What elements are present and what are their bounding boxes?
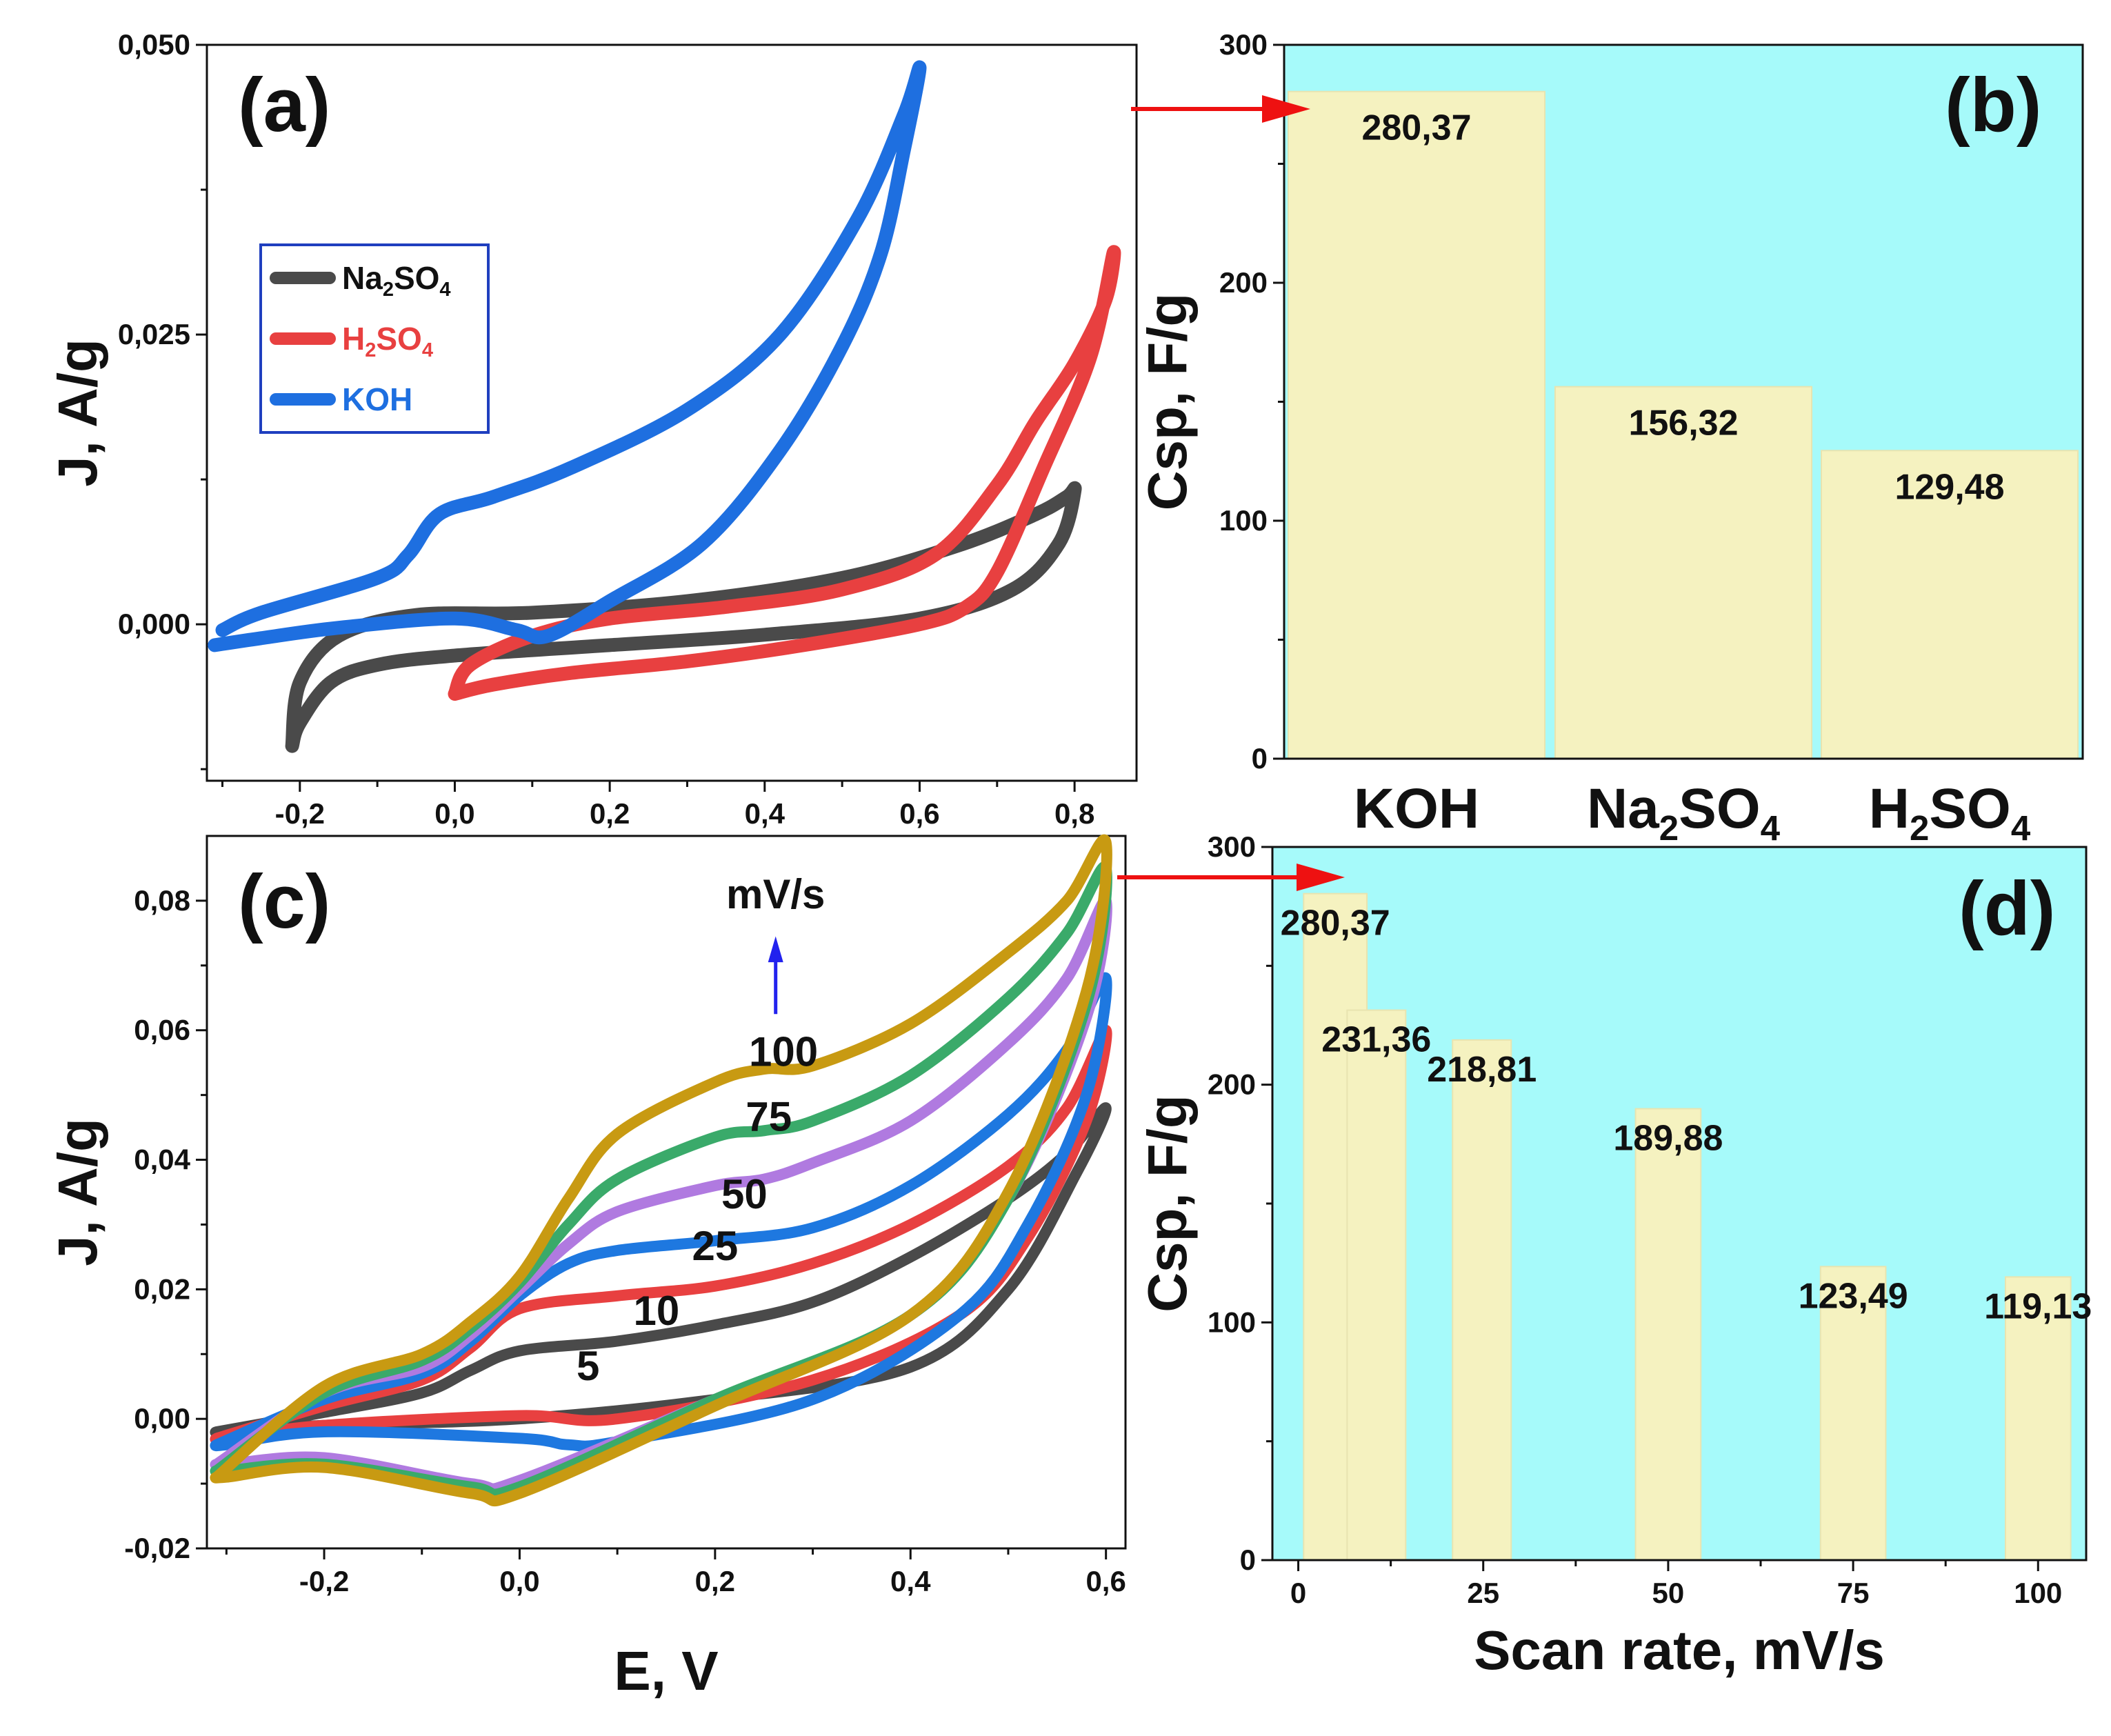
connector-arrow-head bbox=[1262, 95, 1310, 123]
y-axis-label: J, A/g bbox=[47, 339, 108, 487]
category-label: Na2SO4 bbox=[1587, 777, 1781, 848]
x-tick-label: -0,2 bbox=[299, 1565, 349, 1597]
y-tick-label: 0,08 bbox=[134, 884, 190, 917]
y-tick-label: 0,025 bbox=[118, 318, 190, 350]
bar-75-mvs bbox=[1819, 1266, 1887, 1561]
x-tick-label: 100 bbox=[2014, 1577, 2062, 1609]
y-tick-label: 0,050 bbox=[118, 28, 190, 61]
panel-label: (b) bbox=[1945, 63, 2041, 148]
bar-value-label: 123,49 bbox=[1799, 1276, 1908, 1316]
x-axis-label: E, V bbox=[614, 1640, 718, 1702]
panel-a-cv-electrolytes: -0,2 0,0 0,2 0,4 0,6 0,8 0,000 0,025 0,050 J, A/g… bbox=[47, 28, 1138, 830]
y-axis-label: Csp, F/g bbox=[1137, 293, 1198, 511]
curve-label-75: 75 bbox=[746, 1093, 792, 1139]
bar-value-label: 280,37 bbox=[1281, 904, 1390, 944]
x-tick-label: 0,0 bbox=[434, 797, 474, 830]
x-tick-label: 0,2 bbox=[695, 1565, 735, 1597]
y-tick-label: 0,00 bbox=[134, 1402, 190, 1435]
bar-value-label: 156,32 bbox=[1628, 403, 1738, 443]
bar-10-mvs bbox=[1346, 1009, 1407, 1561]
y-tick-label: 100 bbox=[1219, 504, 1268, 537]
bar-value-label: 189,88 bbox=[1613, 1119, 1723, 1159]
x-tick-label: 0,6 bbox=[1085, 1565, 1125, 1597]
curve-label-10: 10 bbox=[633, 1288, 679, 1334]
y-tick-label: 200 bbox=[1219, 266, 1268, 299]
series-line-h2so4 bbox=[448, 245, 1121, 701]
panel-b-csp-electrolytes: 280,37 KOH 156,32 Na2SO4 129,48 H2SO4 0 100 200 3… bbox=[1137, 28, 2084, 848]
up-arrow-head bbox=[768, 936, 783, 963]
y-tick-label: 0,04 bbox=[134, 1144, 190, 1176]
bar-1 bbox=[1554, 386, 1812, 759]
connector-arrow-head bbox=[1297, 864, 1345, 891]
x-tick-label: 50 bbox=[1652, 1577, 1685, 1609]
x-tick-label: 0 bbox=[1290, 1577, 1306, 1609]
panel-label: (c) bbox=[238, 859, 330, 944]
curve-label-5: 5 bbox=[577, 1343, 599, 1389]
series-line-100-mvs bbox=[210, 834, 1112, 1507]
bar-value-label: 119,13 bbox=[1984, 1286, 2092, 1326]
legend-label-h2so4: H2SO4 bbox=[342, 321, 433, 361]
bar-value-label: 218,81 bbox=[1427, 1050, 1537, 1090]
plot-frame bbox=[206, 835, 1127, 1550]
y-tick-label: 0 bbox=[1252, 742, 1268, 775]
bar-100-mvs bbox=[2004, 1276, 2072, 1561]
x-tick-label: 0,0 bbox=[499, 1565, 539, 1597]
x-axis-label: Scan rate, mV/s bbox=[1474, 1619, 1885, 1681]
x-tick-label: 0,8 bbox=[1054, 797, 1094, 830]
bar-2 bbox=[1821, 450, 2079, 759]
y-tick-label: 300 bbox=[1208, 830, 1256, 863]
x-tick-label: 75 bbox=[1837, 1577, 1870, 1609]
panel-label: (d) bbox=[1959, 866, 2055, 951]
panel-c-cv-scan-rates: -0,2 0,0 0,2 0,4 0,6 -0,02 0,00 0,02 0,04 0,06 0,0… bbox=[47, 834, 1127, 1702]
connector-arrows bbox=[1117, 95, 1345, 891]
category-label: KOH bbox=[1354, 777, 1479, 840]
bar-value-label: 280,37 bbox=[1361, 108, 1471, 148]
x-tick-label: 0,4 bbox=[745, 797, 786, 830]
curve-label-100: 100 bbox=[749, 1028, 818, 1075]
bar-50-mvs bbox=[1634, 1108, 1702, 1561]
x-tick-label: 0,2 bbox=[590, 797, 630, 830]
y-tick-label: 0,06 bbox=[134, 1014, 190, 1046]
y-tick-label: 100 bbox=[1208, 1306, 1256, 1338]
bar-25-mvs bbox=[1452, 1039, 1512, 1561]
bar-0 bbox=[1288, 90, 1545, 759]
y-tick-label: 0 bbox=[1240, 1544, 1256, 1576]
x-tick-label: 0,6 bbox=[899, 797, 939, 830]
legend-label-koh: KOH bbox=[342, 381, 412, 417]
curve-label-25: 25 bbox=[692, 1223, 738, 1269]
y-tick-label: 300 bbox=[1219, 28, 1268, 61]
y-axis-label: J, A/g bbox=[47, 1118, 108, 1266]
curve-label-50: 50 bbox=[721, 1171, 768, 1217]
y-tick-label: 200 bbox=[1208, 1068, 1256, 1101]
y-axis-label: Csp, F/g bbox=[1137, 1095, 1198, 1313]
legend-label-na2so4: Na2SO4 bbox=[342, 260, 451, 301]
category-label: H2SO4 bbox=[1869, 777, 2031, 848]
bar-value-label: 129,48 bbox=[1894, 467, 2004, 507]
x-tick-label: 25 bbox=[1467, 1577, 1499, 1609]
y-tick-label: 0,000 bbox=[118, 608, 190, 640]
series-line-koh bbox=[208, 60, 927, 652]
y-tick-label: 0,02 bbox=[134, 1273, 190, 1305]
panel-label: (a) bbox=[238, 63, 330, 148]
x-tick-label: -0,2 bbox=[275, 797, 325, 830]
bar-value-label: 231,36 bbox=[1321, 1020, 1431, 1060]
plot-frame bbox=[206, 43, 1138, 782]
scan-rate-unit-label: mV/s bbox=[726, 871, 825, 917]
y-tick-label: -0,02 bbox=[124, 1532, 190, 1564]
x-tick-label: 0,4 bbox=[890, 1565, 931, 1597]
